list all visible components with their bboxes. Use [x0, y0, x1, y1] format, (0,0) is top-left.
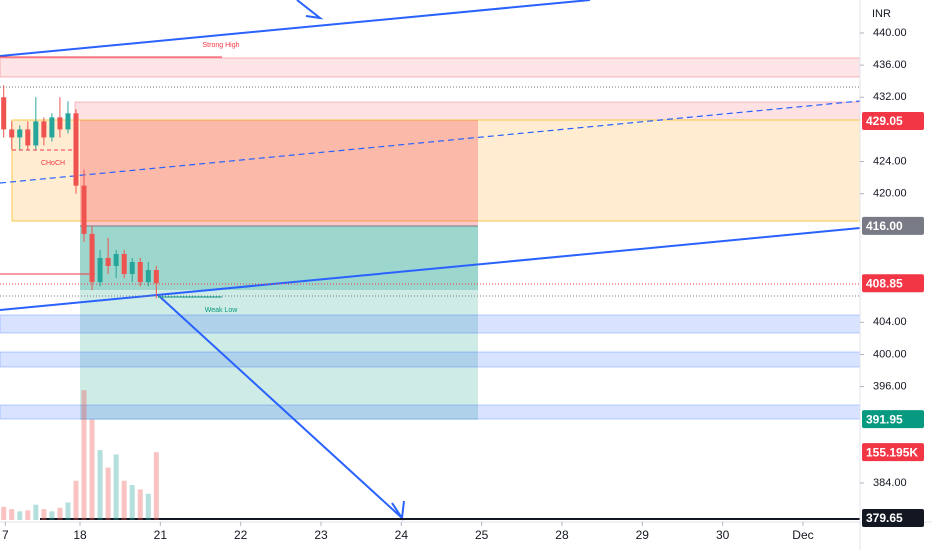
candle-body [25, 129, 31, 146]
demand-zone [0, 351, 861, 368]
candle-body [73, 113, 79, 186]
x-tick-label: 29 [636, 528, 650, 542]
price-tag: 429.05 [862, 111, 924, 130]
price-tag: 391.95 [862, 410, 924, 429]
price-tag-box [862, 410, 924, 429]
candle-body [9, 129, 15, 138]
price-tag-label: 408.85 [866, 276, 903, 290]
x-tick-label: 24 [395, 528, 409, 542]
trend-line [0, 0, 591, 57]
price-tag: 379.65 [862, 508, 924, 527]
volume-bar [137, 489, 143, 520]
supply-zone [0, 57, 861, 78]
arrow [296, 0, 324, 20]
price-tag-box [862, 216, 924, 235]
trend-line [0, 227, 861, 311]
volume-bar [105, 467, 111, 520]
y-tick-label: 424.00 [873, 155, 907, 167]
candle-body [89, 233, 95, 283]
candle-body [1, 97, 7, 130]
candle-body [113, 253, 119, 267]
volume-bar [121, 480, 127, 520]
candle-body [129, 262, 135, 275]
candle-body [33, 121, 39, 146]
price-tag-box [862, 274, 924, 293]
candle-body [145, 270, 151, 283]
stop-zone [80, 120, 478, 226]
price-tag: 408.85 [862, 274, 924, 293]
y-tick-label: 440.00 [873, 27, 907, 39]
x-tick-label: 23 [314, 528, 328, 542]
drawings: Strong High CHoCH Weak Low [0, 0, 861, 521]
volume-bar [73, 480, 79, 520]
candle-body [49, 117, 55, 138]
y-tick-label: 436.00 [873, 59, 907, 71]
supply-zone [74, 101, 861, 121]
volume-bar [129, 485, 135, 520]
candle-body [121, 253, 127, 275]
volume-bar [153, 452, 159, 520]
volume-bar [25, 510, 31, 520]
price-tag-label: 416.00 [866, 219, 903, 233]
volume-bar [57, 507, 63, 520]
annotation: Strong High [203, 42, 240, 49]
price-tag-label: 429.05 [866, 114, 903, 128]
y-tick-label: 396.00 [873, 380, 907, 392]
volume-bar [81, 390, 87, 520]
candles [1, 85, 159, 520]
volume-bar [65, 502, 71, 520]
x-tick-label: 25 [475, 528, 489, 542]
y-tick-label: 400.00 [873, 348, 907, 360]
volume-bar [97, 450, 103, 520]
price-tag: 416.00 [862, 216, 924, 235]
y-tick-label: 432.00 [873, 91, 907, 103]
candle-body [41, 121, 47, 138]
demand-zone [0, 404, 861, 420]
volume-bar [89, 419, 95, 520]
volume-bar [113, 454, 119, 520]
candle-body [137, 262, 143, 283]
order-block [11, 119, 861, 222]
candle-body [81, 185, 87, 234]
projection-arrow [157, 294, 403, 519]
y-tick-label: 404.00 [873, 316, 907, 328]
y-tick-label: 384.00 [873, 477, 907, 489]
candle-body [17, 129, 23, 138]
currency: INR [872, 8, 891, 20]
x-tick-label: 30 [716, 528, 730, 542]
volume-bar [49, 511, 55, 520]
price-tag-box [862, 111, 924, 130]
price-tag-box [862, 443, 924, 462]
price-tag-box [862, 508, 924, 527]
candle-body [153, 270, 159, 284]
price-tag-label: 379.65 [866, 511, 903, 525]
price-tag-label: 391.95 [866, 412, 903, 426]
demand-zone [0, 314, 861, 334]
candle-body [97, 257, 103, 283]
volume-bar [41, 509, 47, 520]
candle-body [57, 117, 63, 130]
x-tick-label: 22 [234, 528, 248, 542]
x-tick-label: 21 [154, 528, 168, 542]
y-tick-label: 420.00 [873, 188, 907, 200]
price-tag: 155.195K [862, 443, 924, 462]
volume-bar [33, 504, 39, 520]
candle-body [65, 113, 71, 130]
candle-body [105, 257, 111, 267]
annotation: Weak Low [205, 307, 238, 314]
x-tick-label: 28 [555, 528, 569, 542]
volume-bar [145, 493, 151, 520]
price-tag-label: 155.195K [866, 445, 918, 459]
channel-line [0, 100, 861, 184]
annotation: CHoCH [41, 160, 65, 167]
volume-bar [17, 511, 23, 520]
x-tick-label: Dec [792, 528, 813, 542]
volume-bar [9, 509, 15, 520]
x-tick-label: 7 [2, 528, 9, 542]
target-zone [80, 226, 478, 420]
volume-bar [1, 506, 7, 520]
x-tick-label: 18 [73, 528, 87, 542]
